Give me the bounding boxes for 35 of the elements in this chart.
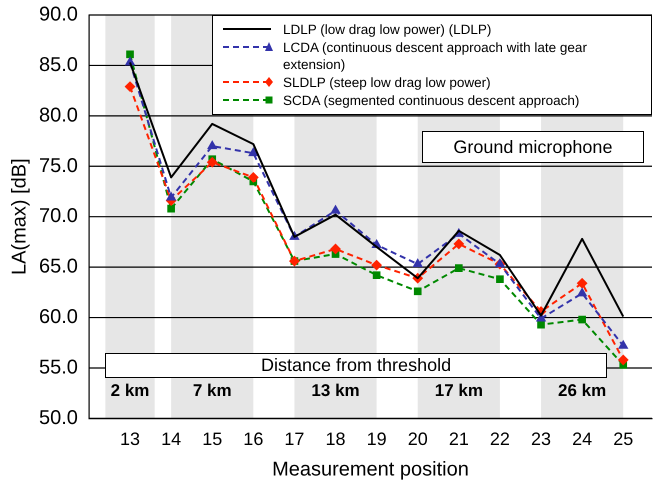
legend-label: SLDLP (steep low drag low power) — [283, 74, 491, 91]
x-tick-label: 16 — [243, 429, 264, 450]
x-tick-label: 15 — [202, 429, 222, 450]
y-axis-title: LA(max) [dB] — [8, 158, 31, 276]
caption-box: Distance from threshold — [105, 352, 607, 378]
x-tick-label: 23 — [531, 429, 552, 450]
x-tick-label: 21 — [448, 429, 469, 450]
y-tick-label: 60.0 — [38, 306, 78, 328]
x-tick-label: 14 — [161, 429, 182, 450]
x-tick-label: 13 — [120, 429, 140, 450]
x-tick-label: 25 — [613, 429, 634, 450]
x-tick-label: 20 — [408, 429, 428, 450]
x-axis-title: Measurement position — [272, 458, 469, 481]
y-tick-label: 85.0 — [38, 54, 78, 76]
y-tick-label: 75.0 — [38, 154, 78, 177]
y-tick-label: 55.0 — [38, 356, 78, 378]
band-label: 17 km — [434, 380, 483, 400]
band-label: 2 km — [110, 380, 150, 400]
y-tick-label: 65.0 — [38, 256, 78, 278]
y-tick-label: 50.0 — [38, 406, 78, 429]
caption-box: Ground microphone — [422, 130, 644, 164]
band-label: 26 km — [558, 380, 606, 400]
x-tick-label: 24 — [572, 429, 592, 450]
y-tick-label: 80.0 — [38, 104, 78, 126]
x-tick-label: 17 — [284, 429, 304, 450]
legend-label: LDLP (low drag low power) (LDLP) — [283, 21, 492, 38]
x-tick-label: 18 — [326, 429, 346, 450]
band-label: 7 km — [192, 380, 232, 400]
y-tick-label: 90.0 — [38, 4, 78, 26]
x-tick-label: 22 — [490, 429, 510, 450]
x-tick-label: 19 — [366, 429, 387, 450]
legend-label: SCDA (segmented continuous descent approach) — [283, 92, 580, 109]
y-tick-label: 70.0 — [38, 205, 78, 228]
band-label: 13 km — [311, 380, 360, 400]
legend-label: LCDA (continuous descent approach with late gear extension) — [283, 39, 588, 73]
